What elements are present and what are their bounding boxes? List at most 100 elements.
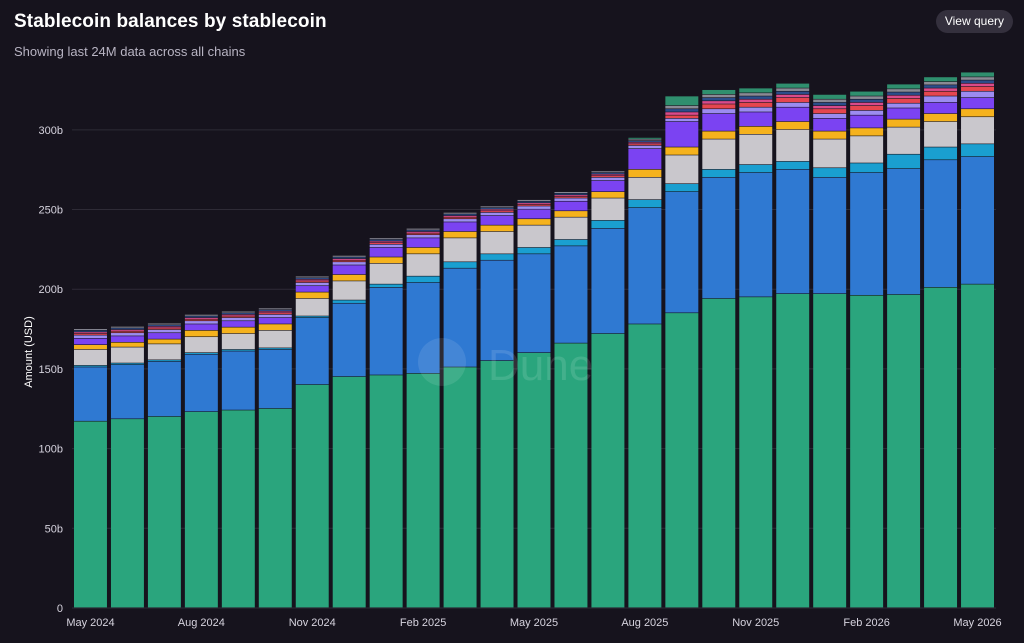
bar-segment[interactable] — [517, 247, 551, 254]
bar-segment[interactable] — [813, 293, 847, 608]
bar-stack[interactable] — [480, 206, 514, 608]
bar-segment[interactable] — [665, 147, 699, 155]
bar-segment[interactable] — [258, 408, 292, 608]
bar-segment[interactable] — [850, 105, 884, 111]
bar-stack[interactable] — [369, 238, 403, 608]
bar-segment[interactable] — [74, 330, 107, 332]
bar-segment[interactable] — [887, 95, 921, 99]
bar-segment[interactable] — [184, 411, 218, 608]
bar-segment[interactable] — [221, 327, 255, 334]
bar-segment[interactable] — [74, 329, 107, 331]
bar-segment[interactable] — [813, 105, 847, 109]
bar-segment[interactable] — [221, 333, 255, 350]
bar-segment[interactable] — [702, 113, 736, 131]
bar-segment[interactable] — [924, 88, 958, 91]
bar-segment[interactable] — [147, 416, 181, 608]
bar-segment[interactable] — [924, 82, 958, 85]
bar-segment[interactable] — [184, 354, 218, 412]
bar-segment[interactable] — [258, 314, 292, 318]
bar-segment[interactable] — [813, 99, 847, 103]
bar-segment[interactable] — [258, 317, 292, 324]
bar-segment[interactable] — [258, 308, 292, 310]
bar-segment[interactable] — [961, 97, 994, 109]
bar-segment[interactable] — [332, 300, 366, 303]
bar-segment[interactable] — [776, 94, 810, 98]
bar-segment[interactable] — [258, 309, 292, 311]
bar-stack[interactable] — [813, 94, 847, 608]
bar-stack[interactable] — [591, 171, 625, 608]
bar-segment[interactable] — [443, 367, 477, 608]
bar-segment[interactable] — [665, 155, 699, 184]
bar-segment[interactable] — [332, 303, 366, 377]
bar-segment[interactable] — [406, 282, 440, 374]
bar-segment[interactable] — [221, 314, 255, 316]
bar-segment[interactable] — [74, 333, 107, 335]
bar-segment[interactable] — [665, 112, 699, 115]
bar-segment[interactable] — [887, 98, 921, 103]
bar-segment[interactable] — [110, 363, 144, 365]
bar-stack[interactable] — [147, 323, 181, 608]
bar-segment[interactable] — [554, 343, 588, 608]
view-query-button[interactable]: View query — [935, 10, 1013, 33]
bar-segment[interactable] — [739, 172, 773, 297]
bar-segment[interactable] — [295, 286, 329, 292]
bar-segment[interactable] — [554, 211, 588, 217]
bar-segment[interactable] — [665, 184, 699, 192]
bar-segment[interactable] — [776, 88, 810, 91]
bar-segment[interactable] — [924, 96, 958, 103]
bar-segment[interactable] — [443, 219, 477, 222]
bar-segment[interactable] — [110, 364, 144, 419]
bar-segment[interactable] — [332, 258, 366, 260]
bar-segment[interactable] — [665, 105, 699, 109]
bar-segment[interactable] — [924, 121, 958, 147]
bar-segment[interactable] — [369, 263, 403, 284]
bar-segment[interactable] — [110, 329, 144, 331]
bar-segment[interactable] — [887, 119, 921, 127]
bar-segment[interactable] — [776, 97, 810, 103]
bar-segment[interactable] — [850, 136, 884, 163]
bar-segment[interactable] — [887, 84, 921, 89]
bar-segment[interactable] — [702, 101, 736, 104]
bar-segment[interactable] — [110, 331, 144, 333]
bar-segment[interactable] — [369, 247, 403, 257]
bar-stack[interactable] — [184, 314, 218, 608]
bar-segment[interactable] — [591, 191, 625, 198]
bar-segment[interactable] — [628, 207, 662, 324]
bar-segment[interactable] — [776, 83, 810, 88]
bar-segment[interactable] — [332, 376, 366, 608]
bar-segment[interactable] — [184, 316, 218, 318]
bar-segment[interactable] — [110, 342, 144, 347]
bar-segment[interactable] — [628, 145, 662, 149]
bar-segment[interactable] — [776, 293, 810, 608]
bar-segment[interactable] — [443, 214, 477, 216]
bar-segment[interactable] — [369, 244, 403, 248]
bar-segment[interactable] — [369, 257, 403, 264]
bar-segment[interactable] — [813, 94, 847, 99]
bar-segment[interactable] — [628, 324, 662, 608]
bar-segment[interactable] — [443, 215, 477, 217]
bar-segment[interactable] — [517, 201, 551, 203]
bar-segment[interactable] — [924, 287, 958, 608]
bar-stack[interactable] — [295, 276, 329, 608]
bar-segment[interactable] — [443, 222, 477, 232]
bar-segment[interactable] — [480, 215, 514, 225]
bar-segment[interactable] — [924, 160, 958, 288]
bar-segment[interactable] — [332, 265, 366, 275]
bar-segment[interactable] — [221, 321, 255, 327]
bar-segment[interactable] — [480, 225, 514, 232]
bar-segment[interactable] — [776, 129, 810, 162]
bar-segment[interactable] — [480, 260, 514, 361]
bar-segment[interactable] — [628, 137, 662, 139]
bar-segment[interactable] — [776, 91, 810, 95]
bar-segment[interactable] — [739, 102, 773, 107]
bar-segment[interactable] — [406, 276, 440, 283]
bar-segment[interactable] — [369, 238, 403, 240]
bar-segment[interactable] — [295, 317, 329, 385]
bar-segment[interactable] — [591, 198, 625, 221]
bar-segment[interactable] — [443, 238, 477, 262]
bar-segment[interactable] — [628, 199, 662, 208]
bar-segment[interactable] — [850, 102, 884, 106]
bar-segment[interactable] — [776, 121, 810, 130]
bar-segment[interactable] — [702, 109, 736, 114]
bar-segment[interactable] — [221, 349, 255, 351]
